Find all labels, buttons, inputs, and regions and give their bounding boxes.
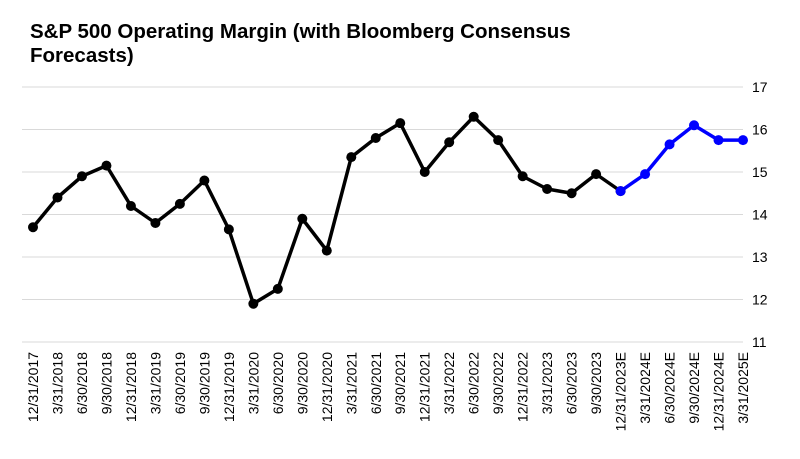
x-tick-label: 9/30/2018 bbox=[98, 352, 114, 414]
data-point bbox=[28, 222, 38, 233]
x-tick-label: 6/30/2022 bbox=[466, 352, 482, 414]
x-tick-label: 6/30/2021 bbox=[368, 352, 384, 414]
x-tick-label: 3/31/2025E bbox=[735, 352, 751, 424]
x-tick-label: 6/30/2024E bbox=[662, 352, 678, 424]
data-point bbox=[248, 298, 259, 309]
gridlines bbox=[22, 86, 743, 343]
y-tick-label: 14 bbox=[752, 207, 768, 223]
data-point bbox=[150, 218, 161, 228]
series-lines bbox=[28, 111, 748, 309]
data-point bbox=[664, 139, 675, 150]
data-point bbox=[566, 188, 577, 199]
chart-title: S&P 500 Operating Margin (with Bloomberg… bbox=[30, 20, 571, 67]
y-tick-label: 16 bbox=[752, 122, 768, 138]
data-point bbox=[542, 184, 553, 194]
data-point bbox=[615, 186, 626, 197]
data-point bbox=[738, 135, 748, 146]
x-tick-label: 6/30/2020 bbox=[270, 352, 286, 414]
data-point bbox=[370, 133, 381, 143]
data-point bbox=[52, 192, 63, 203]
x-tick-label: 12/31/2021 bbox=[417, 352, 433, 422]
y-tick-label: 15 bbox=[752, 164, 768, 180]
x-tick-label: 12/31/2023E bbox=[613, 352, 629, 431]
x-tick-label: 6/30/2023 bbox=[564, 352, 580, 414]
x-tick-label: 9/30/2023 bbox=[588, 352, 604, 414]
data-point bbox=[517, 171, 528, 182]
data-point bbox=[419, 167, 430, 177]
y-axis-ticks: 11 12 13 14 15 16 17 bbox=[752, 79, 768, 350]
data-point bbox=[174, 198, 185, 209]
x-tick-label: 3/31/2019 bbox=[147, 352, 163, 414]
y-tick-label: 11 bbox=[752, 334, 767, 350]
x-tick-label: 3/31/2021 bbox=[343, 352, 359, 414]
x-axis-ticks: 12/31/2017 3/31/2018 6/30/2018 9/30/2018 12/… bbox=[25, 352, 751, 432]
data-point bbox=[125, 201, 136, 211]
data-point bbox=[689, 120, 700, 131]
x-tick-label: 6/30/2018 bbox=[74, 352, 90, 414]
x-tick-label: 9/30/2022 bbox=[490, 352, 506, 414]
data-point bbox=[101, 160, 112, 171]
data-point bbox=[346, 152, 357, 163]
x-tick-label: 12/31/2018 bbox=[123, 352, 139, 422]
data-point bbox=[76, 171, 87, 182]
data-point bbox=[321, 245, 332, 256]
data-point bbox=[493, 135, 504, 146]
x-tick-label: 12/31/2022 bbox=[515, 352, 531, 422]
data-point bbox=[444, 137, 455, 148]
x-tick-label: 3/31/2020 bbox=[245, 352, 261, 414]
x-tick-label: 3/31/2018 bbox=[49, 352, 65, 414]
x-tick-label: 9/30/2019 bbox=[196, 352, 212, 414]
x-tick-label: 12/31/2024E bbox=[711, 352, 727, 431]
x-tick-label: 3/31/2024E bbox=[637, 352, 653, 424]
data-point bbox=[272, 283, 283, 294]
x-tick-label: 12/31/2017 bbox=[25, 352, 41, 422]
x-tick-label: 3/31/2022 bbox=[441, 352, 457, 414]
y-tick-label: 12 bbox=[752, 292, 768, 308]
x-tick-label: 3/31/2023 bbox=[539, 352, 555, 414]
data-point bbox=[297, 213, 308, 224]
y-tick-label: 13 bbox=[752, 249, 768, 265]
x-tick-label: 9/30/2020 bbox=[294, 352, 310, 414]
x-tick-label: 9/30/2024E bbox=[686, 352, 702, 424]
data-point bbox=[468, 111, 479, 122]
x-tick-label: 12/31/2020 bbox=[319, 352, 335, 422]
data-point bbox=[395, 118, 406, 129]
x-tick-label: 12/31/2019 bbox=[221, 352, 237, 422]
x-tick-label: 6/30/2019 bbox=[172, 352, 188, 414]
data-point bbox=[713, 135, 724, 146]
y-tick-label: 17 bbox=[752, 79, 768, 95]
data-point bbox=[223, 224, 234, 235]
series-line bbox=[619, 123, 743, 193]
data-point bbox=[591, 169, 602, 180]
x-tick-label: 9/30/2021 bbox=[392, 352, 408, 414]
series-line bbox=[31, 115, 622, 306]
data-point bbox=[640, 169, 651, 180]
data-point bbox=[199, 175, 210, 186]
